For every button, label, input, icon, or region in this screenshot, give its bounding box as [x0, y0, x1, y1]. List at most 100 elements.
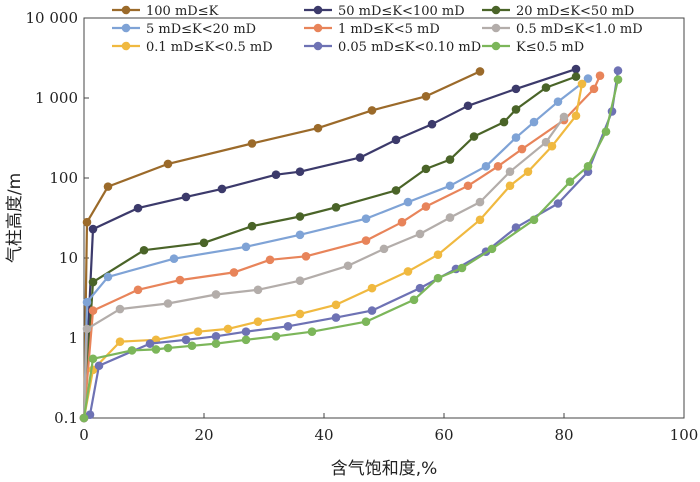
- legend-swatch-marker: [313, 5, 323, 15]
- data-point: [547, 141, 557, 151]
- data-point: [433, 273, 443, 283]
- data-point: [463, 181, 473, 191]
- data-point: [469, 132, 479, 141]
- legend: 100 mD≤K 50 mD≤K<100 mD 20 mD≤K<50 mD 5 mD≤…: [112, 4, 643, 55]
- data-point: [511, 105, 521, 114]
- data-point: [445, 155, 455, 164]
- plot-frame: [83, 17, 685, 419]
- axes: 0 20 40 60 80 100 0.1 1 10 100 1 000 10 000: [26, 9, 699, 444]
- data-point: [163, 299, 173, 308]
- data-point: [613, 75, 623, 84]
- data-point: [499, 117, 509, 127]
- y-axis-title: 气柱高度/m: [5, 173, 25, 263]
- data-point: [88, 354, 98, 364]
- data-point: [211, 290, 221, 299]
- legend-label: 0.1 mD≤K<0.5 mD: [146, 40, 273, 55]
- data-point: [133, 285, 143, 295]
- data-point: [361, 236, 371, 245]
- data-point: [367, 306, 377, 315]
- data-point: [94, 361, 104, 371]
- data-point: [487, 244, 497, 254]
- y-tick-label: 0.1: [54, 409, 78, 427]
- data-point: [577, 79, 587, 89]
- data-point: [271, 170, 281, 179]
- data-point: [445, 213, 455, 222]
- data-point: [493, 162, 503, 171]
- data-point: [427, 119, 437, 129]
- series-2: [79, 72, 581, 423]
- legend-entry-3: 5 mD≤K<20 mD: [112, 22, 256, 37]
- legend-swatch-marker: [491, 41, 501, 51]
- data-point: [403, 267, 413, 276]
- data-point: [571, 72, 581, 81]
- data-point: [139, 245, 149, 255]
- data-point: [541, 83, 551, 92]
- data-point: [529, 215, 539, 225]
- data-point: [163, 343, 173, 353]
- data-point: [391, 186, 401, 195]
- legend-entry-7: 0.05 mD≤K<0.10 mD: [304, 40, 481, 55]
- legend-label: 50 mD≤K<100 mD: [338, 4, 465, 19]
- x-tick-label: 20: [194, 426, 213, 444]
- data-point: [211, 332, 221, 341]
- data-point: [601, 127, 611, 136]
- data-point: [271, 332, 281, 341]
- data-point: [295, 230, 305, 240]
- data-point: [391, 135, 401, 145]
- legend-swatch-marker: [491, 23, 501, 33]
- data-point: [247, 139, 257, 148]
- data-point: [295, 212, 305, 221]
- data-point: [379, 244, 389, 254]
- series-line: [82, 70, 481, 419]
- data-point: [331, 300, 341, 310]
- data-point: [463, 101, 473, 111]
- data-point: [481, 162, 491, 171]
- legend-label: 100 mD≤K: [146, 4, 219, 19]
- data-point: [511, 84, 521, 94]
- data-point: [187, 341, 197, 351]
- legend-label: 0.5 mD≤K<1.0 mD: [516, 22, 643, 37]
- data-point: [565, 177, 575, 186]
- series-line: [82, 83, 584, 419]
- x-axis-title: 含气饱和度,%: [331, 459, 438, 479]
- y-tick-label: 100: [49, 169, 78, 187]
- data-point: [151, 345, 161, 354]
- data-point: [457, 263, 467, 273]
- data-point: [409, 295, 419, 305]
- data-point: [181, 192, 191, 202]
- series-layer: [79, 64, 623, 423]
- data-point: [103, 182, 113, 191]
- x-tick-label: 100: [670, 426, 699, 444]
- y-tick-label: 1: [68, 329, 78, 347]
- x-tick-label: 0: [79, 426, 89, 444]
- data-point: [217, 184, 227, 194]
- legend-swatch-marker: [313, 23, 323, 33]
- data-point: [295, 276, 305, 286]
- x-tick-label: 80: [554, 426, 573, 444]
- data-point: [283, 322, 293, 331]
- legend-entry-5: 0.5 mD≤K<1.0 mD: [482, 22, 643, 37]
- data-point: [295, 309, 305, 319]
- legend-entry-8: K≤0.5 mD: [482, 40, 584, 55]
- series-line: [82, 75, 602, 419]
- data-point: [88, 306, 98, 315]
- legend-swatch-marker: [491, 5, 501, 15]
- data-point: [307, 327, 317, 336]
- data-point: [529, 117, 539, 127]
- data-point: [127, 346, 137, 355]
- data-point: [88, 277, 98, 287]
- data-point: [583, 74, 593, 83]
- y-tick-label: 1 000: [35, 89, 78, 107]
- data-point: [355, 153, 365, 162]
- legend-entry-4: 1 mD≤K<5 mD: [304, 22, 440, 37]
- data-point: [367, 106, 377, 115]
- legend-entry-1: 50 mD≤K<100 mD: [304, 4, 465, 19]
- legend-swatch-marker: [313, 41, 323, 51]
- data-point: [475, 215, 485, 225]
- data-point: [145, 339, 155, 348]
- data-point: [82, 297, 92, 307]
- y-tick-label: 10 000: [26, 9, 79, 27]
- data-point: [301, 252, 311, 261]
- data-point: [613, 66, 623, 75]
